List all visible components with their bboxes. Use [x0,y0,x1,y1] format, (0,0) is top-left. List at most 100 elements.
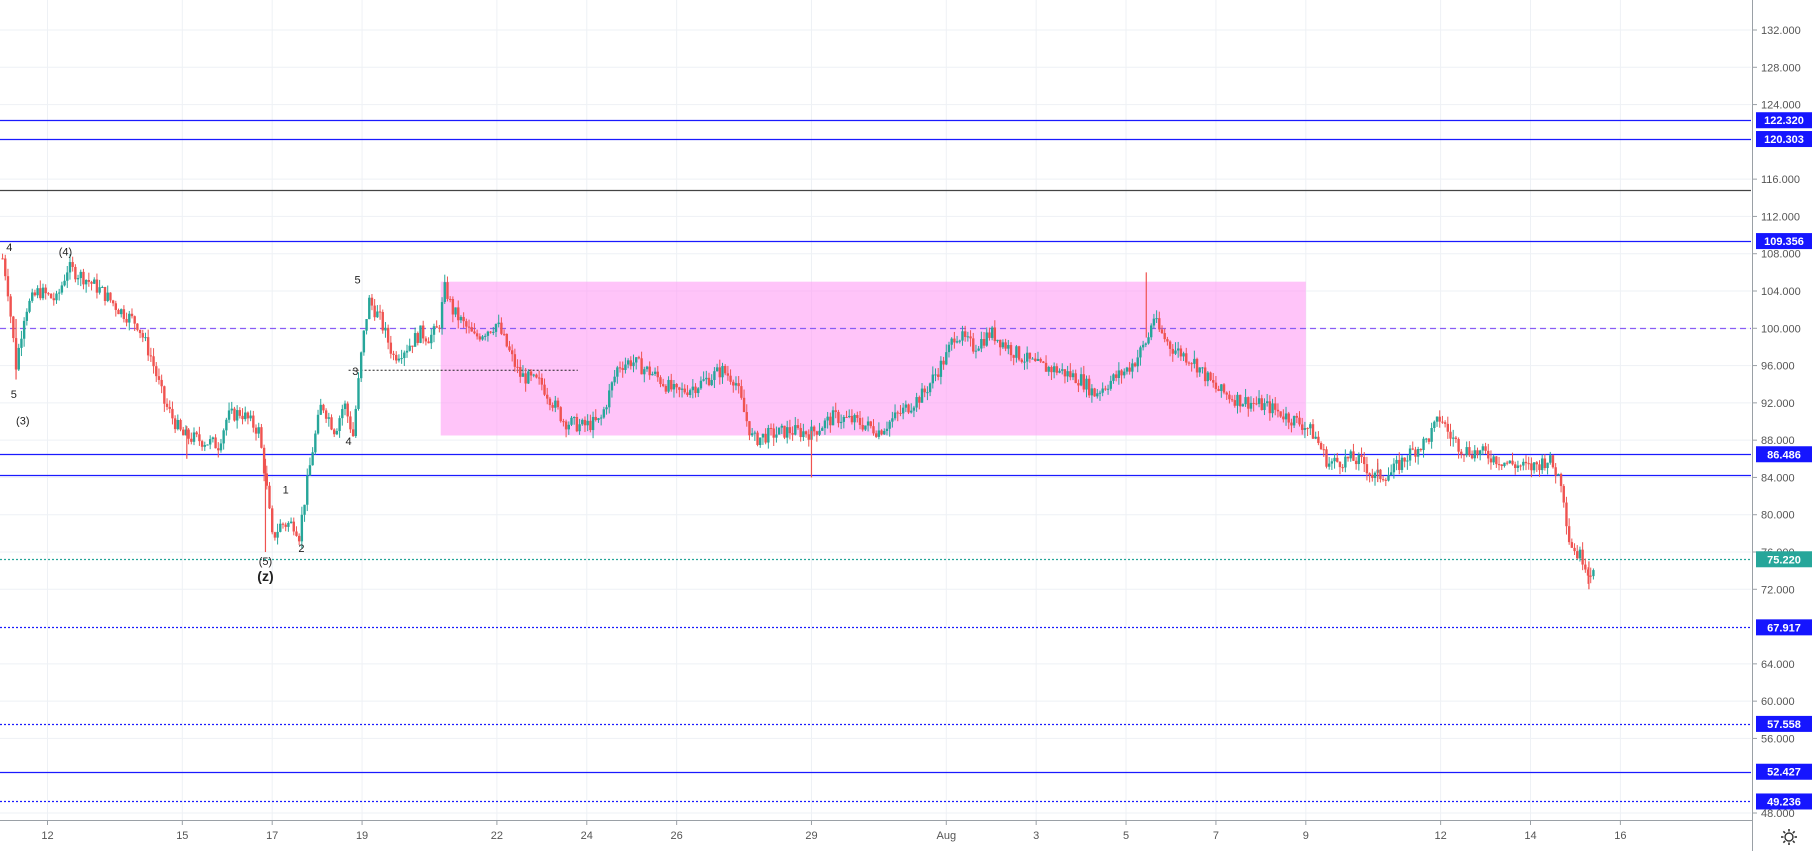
wave-label: 2 [298,543,304,555]
candle [182,426,185,436]
candle-body [1195,358,1199,373]
candle [1260,394,1263,411]
candle-body [481,336,484,340]
candle [1535,461,1538,473]
candle [114,300,118,317]
candle-body [438,327,441,329]
candle-body [1554,467,1557,476]
candle [586,414,589,432]
candle-body [28,300,31,312]
candle-body [1341,467,1344,469]
candle-body [586,420,589,426]
candle-body [1387,475,1390,481]
candle [1559,472,1563,493]
candle [688,388,692,398]
candle [359,351,363,382]
candle [1565,496,1568,535]
candle-body [1160,329,1164,334]
candle-body [1333,457,1336,462]
candle [740,379,743,400]
candle [1303,421,1307,439]
candle [732,379,735,393]
candle [1042,361,1045,364]
candle [1282,409,1285,423]
candle [395,351,398,364]
candle-body [408,345,411,351]
candle-body [225,419,228,431]
candle-body [109,292,112,301]
candle [419,325,422,344]
candle [502,329,506,336]
candle-body [44,287,47,294]
candle [996,339,999,343]
candle [1268,395,1272,421]
candle [351,422,355,437]
candle-body [527,371,530,384]
candle [146,329,150,361]
candle [1381,475,1385,482]
candle-body [262,447,266,474]
candle-body [1365,464,1369,474]
candle [1557,473,1560,476]
candle-body [788,427,792,434]
candle-body [146,337,150,356]
candle [95,273,99,299]
time-axis-tick-label: 5 [1123,830,1129,842]
candle-body [260,427,263,448]
candle [79,269,82,287]
candle [1222,383,1226,395]
price-axis-tick-label: 88.000 [1761,435,1795,447]
candle [1292,415,1296,428]
candle-body [888,421,891,429]
candle [936,367,940,381]
candle-body [1349,451,1352,459]
candle [1360,447,1363,464]
candle-body [1546,462,1549,469]
candle-body [1201,367,1204,369]
candle-body [1492,456,1495,463]
candle [624,357,627,374]
candle-body [1123,371,1126,376]
candle-body [748,421,751,436]
candle-body [179,420,182,430]
candle-body [1082,374,1086,390]
candle [486,330,490,342]
candle [1036,351,1040,362]
settings-button[interactable] [1778,826,1800,848]
candle [57,288,61,301]
candle-body [966,336,970,338]
candle-body [786,427,789,438]
candle [786,420,789,444]
candle-body [1511,460,1514,465]
candle-body [376,311,379,318]
candle [1414,446,1417,463]
price-axis-ticks: 132.000 128.000 124.000 116.000 112.000 108.0… [1752,25,1801,820]
candle [252,410,255,433]
candle [1419,448,1423,452]
candle-body [608,390,611,408]
candle [1104,385,1107,391]
candle [465,318,468,334]
candle [516,359,519,374]
candle [543,378,546,397]
candle-body [1540,458,1544,471]
candle [1287,411,1290,430]
time-axis-tick-label: 24 [581,830,593,842]
level-label-box [1756,793,1812,810]
candle [972,332,975,354]
candle [1492,454,1495,466]
candle-body [939,360,943,377]
candle-body [740,386,743,398]
candle [1020,358,1023,364]
candle [767,424,770,449]
candle-body [230,408,233,411]
candle-body [370,297,374,306]
candle-body [462,316,465,322]
candle [330,414,333,431]
candle [1578,546,1582,562]
candle [920,383,924,403]
candle [1465,441,1468,458]
candle-body [1150,325,1153,338]
